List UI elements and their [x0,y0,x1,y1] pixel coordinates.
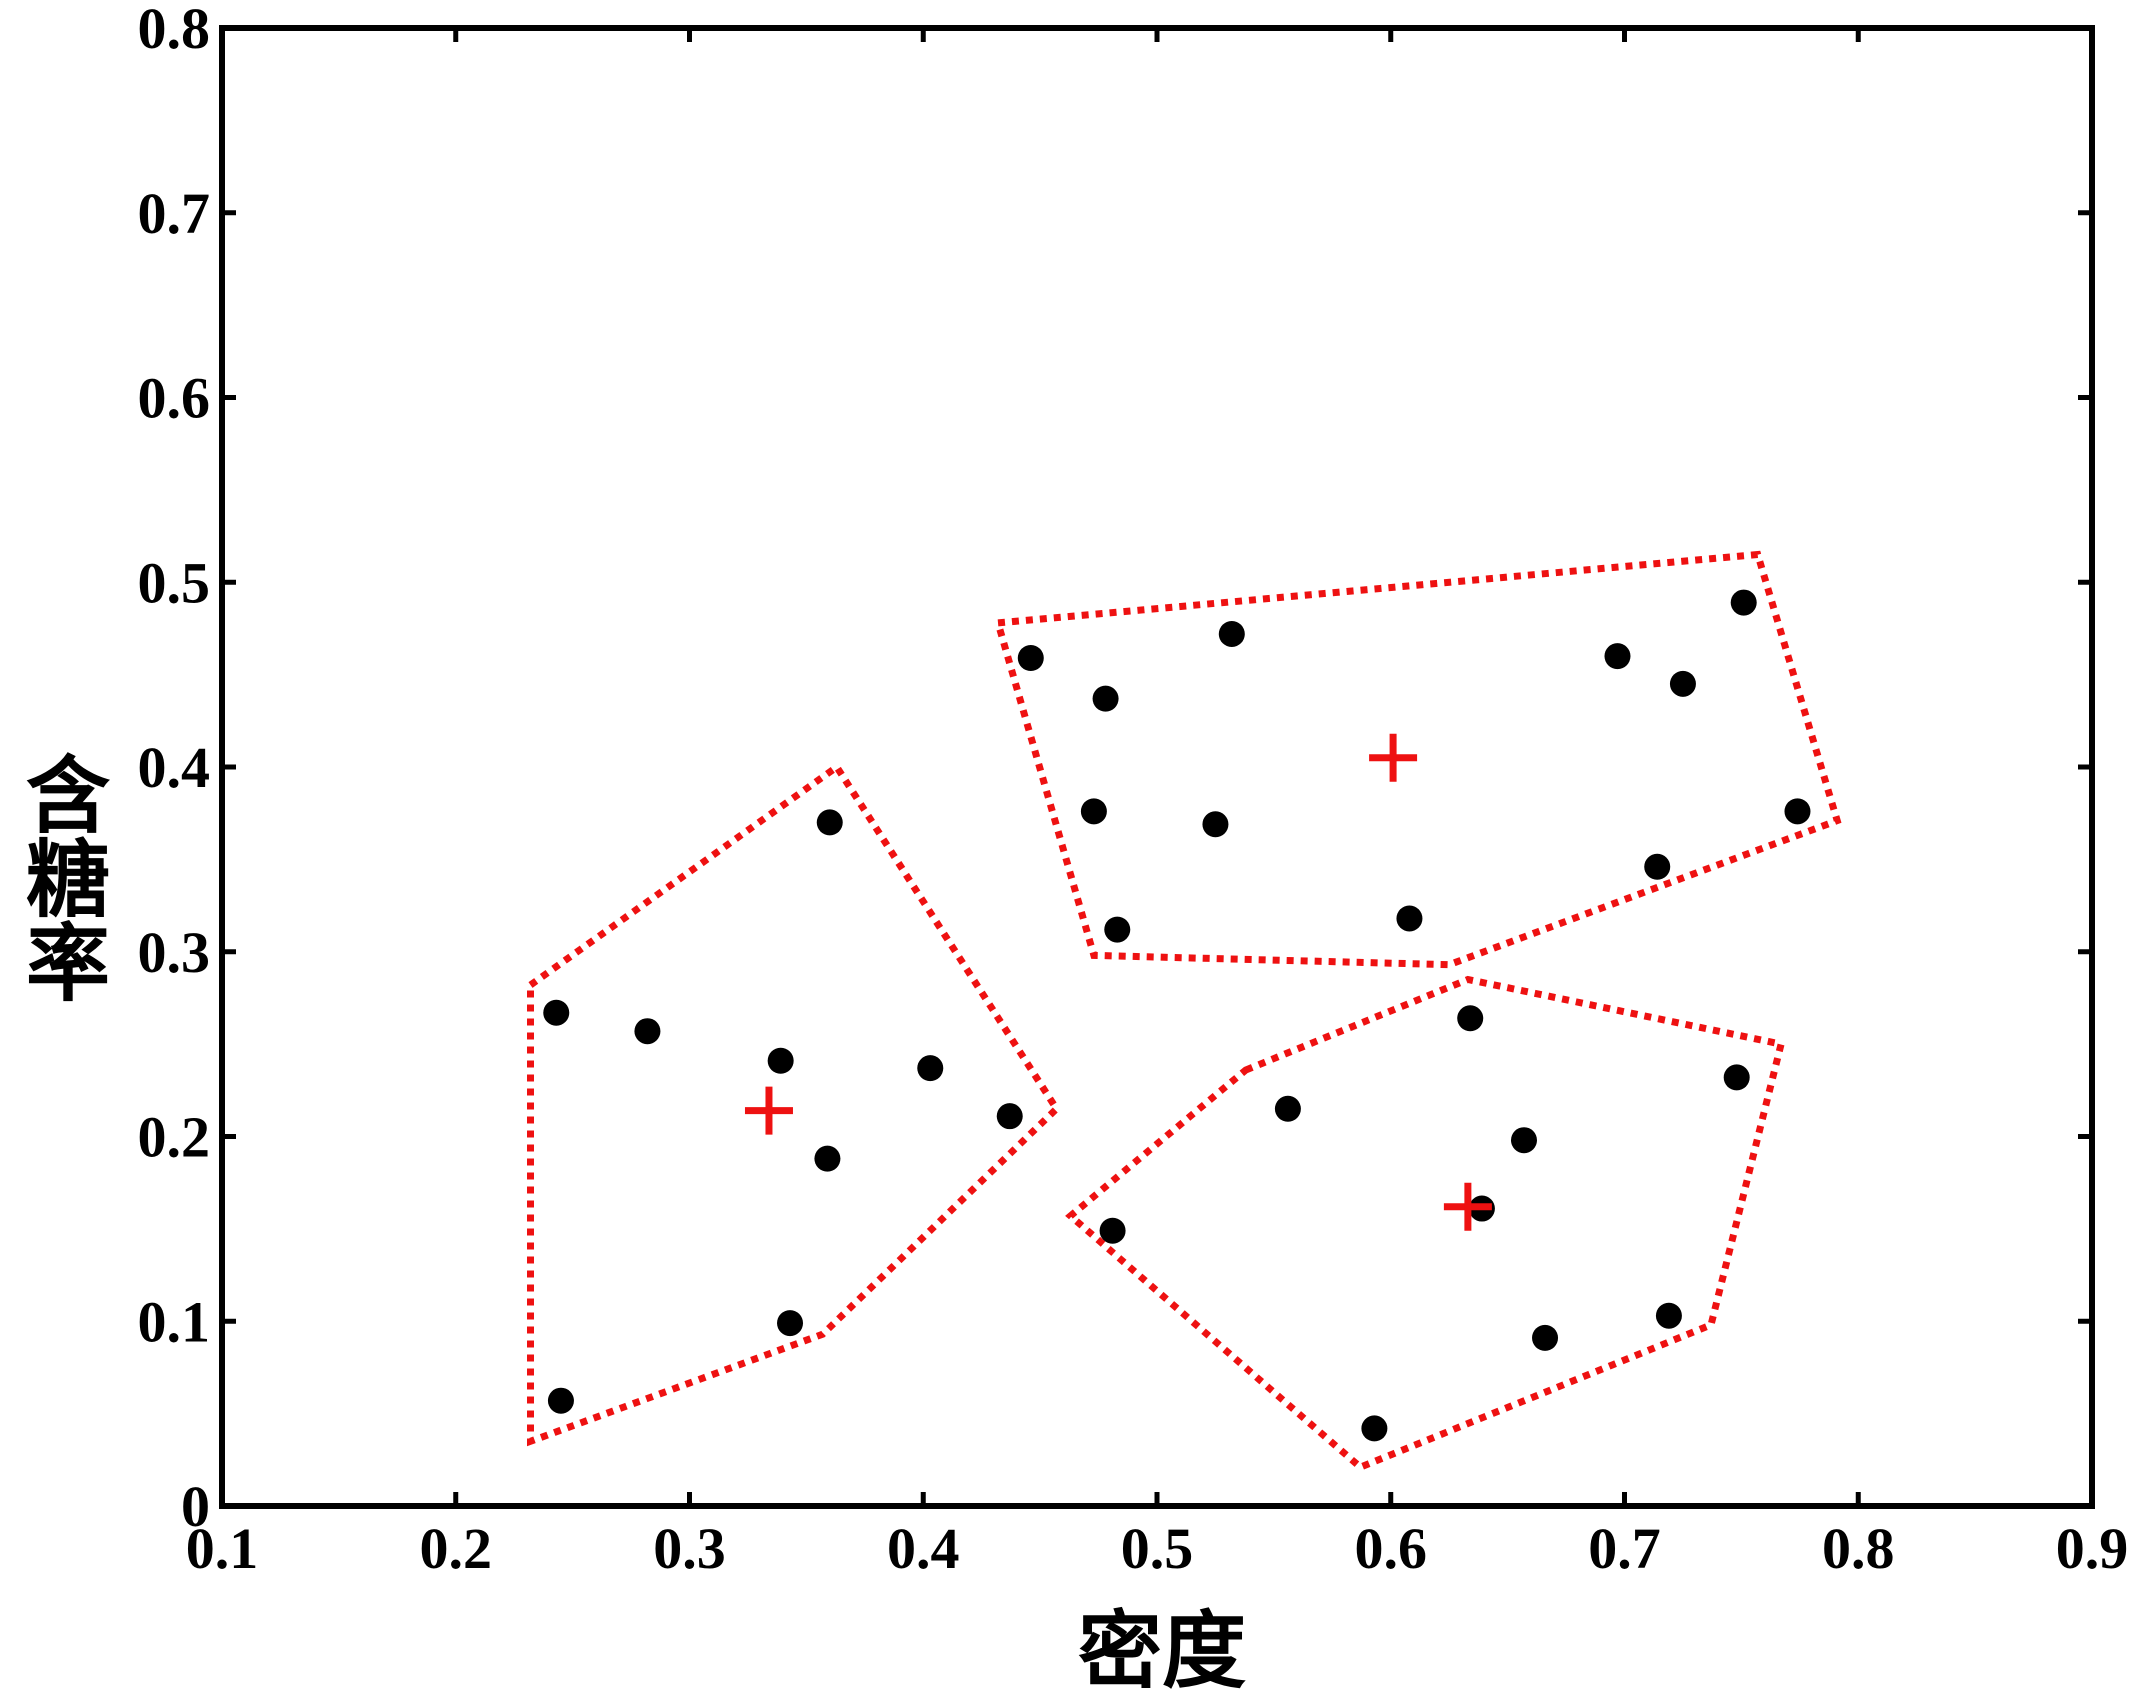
y-axis-label: 含糖率 [13,751,112,1003]
data-point [917,1055,944,1082]
data-point [1274,1095,1301,1122]
x-tick-label: 0.3 [653,1516,726,1581]
y-tick-label: 0.1 [138,1289,211,1354]
cluster-boundary [993,550,1842,969]
y-tick-labels: 0 0.1 0.2 0.3 0.4 0.5 0.6 0.7 0.8 [138,0,211,1539]
centroid-marker [1369,733,1418,782]
data-point [1099,1217,1126,1244]
x-tick-label: 0.6 [1355,1516,1428,1581]
x-tick-label: 0.9 [2056,1516,2129,1581]
cluster-centroids [744,733,1492,1231]
axis-ticks [219,25,2095,1509]
x-tick-label: 0.1 [186,1516,259,1581]
data-point [767,1047,794,1074]
x-tick-labels: 0.1 0.2 0.3 0.4 0.5 0.6 0.7 0.8 0.9 [186,1516,2129,1581]
data-point [1017,644,1044,671]
data-point [634,1018,661,1045]
y-tick-label: 0.8 [138,0,211,61]
data-point [1604,643,1631,670]
data-point [547,1387,574,1414]
data-point [816,809,843,836]
centroid-marker [744,1086,793,1135]
data-point [1218,620,1245,647]
data-point [1784,798,1811,825]
data-point [814,1145,841,1172]
x-tick-label: 0.7 [1588,1516,1661,1581]
data-point [1644,853,1671,880]
data-point [1092,685,1119,712]
data-point [1532,1324,1559,1351]
y-tick-label: 0.2 [138,1105,211,1170]
y-tick-label: 0.3 [138,920,211,985]
data-point [1457,1005,1484,1032]
data-point [1669,670,1696,697]
data-point [1655,1302,1682,1329]
data-point [996,1103,1023,1130]
y-tick-label: 0 [181,1474,210,1539]
data-points [543,589,1811,1442]
data-point [777,1310,804,1337]
data-point [1080,798,1107,825]
data-point [1104,916,1131,943]
plot-frame [219,25,2095,1509]
x-tick-label: 0.4 [887,1516,960,1581]
y-tick-label: 0.6 [138,366,211,431]
x-tick-label: 0.8 [1822,1516,1895,1581]
centroid-marker [1443,1182,1492,1231]
data-point [1202,811,1229,838]
data-point [1730,589,1757,616]
cluster-boundary [527,762,1061,1447]
data-point [1361,1415,1388,1442]
data-point [1723,1064,1750,1091]
x-axis-label: 密度 [1078,1601,1246,1700]
data-point [543,999,570,1026]
x-tick-label: 0.5 [1121,1516,1194,1581]
data-point [1510,1127,1537,1154]
cluster-boundaries [527,550,1842,1472]
y-tick-label: 0.4 [138,735,211,800]
data-point [1396,905,1423,932]
x-tick-label: 0.2 [420,1516,493,1581]
y-tick-label: 0.5 [138,550,211,615]
y-tick-label: 0.7 [138,181,211,246]
cluster-boundary [1065,975,1786,1472]
